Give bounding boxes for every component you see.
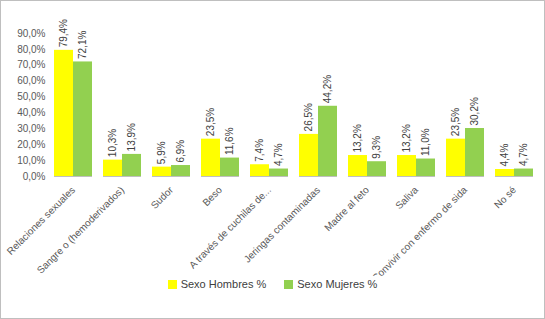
svg-text:44,2%: 44,2%	[322, 75, 333, 103]
svg-text:80,0%: 80,0%	[17, 44, 45, 55]
svg-text:60,0%: 60,0%	[17, 75, 45, 86]
svg-text:4,4%: 4,4%	[499, 144, 510, 167]
svg-text:Sangre o (hemoderivados): Sangre o (hemoderivados)	[35, 184, 127, 276]
svg-text:Saliva: Saliva	[393, 184, 420, 211]
svg-text:Jeringas contaminadas: Jeringas contaminadas	[242, 184, 322, 264]
svg-text:10,0%: 10,0%	[17, 155, 45, 166]
svg-text:4,7%: 4,7%	[518, 143, 529, 166]
svg-text:Sudor: Sudor	[149, 184, 176, 211]
svg-text:9,3%: 9,3%	[371, 136, 382, 159]
svg-text:30,2%: 30,2%	[469, 97, 480, 125]
svg-text:23,5%: 23,5%	[450, 108, 461, 136]
html-text:Sexo Mujeres %: Sexo Mujeres %	[297, 278, 378, 290]
svg-text:72,1%: 72,1%	[77, 30, 88, 58]
svg-text:30,0%: 30,0%	[17, 123, 45, 134]
svg-text:11,6%: 11,6%	[224, 127, 235, 155]
svg-text:11,0%: 11,0%	[420, 128, 431, 156]
svg-text:4,7%: 4,7%	[273, 143, 284, 166]
svg-text:13,9%: 13,9%	[126, 123, 137, 151]
svg-text:6,9%: 6,9%	[175, 140, 186, 163]
svg-text:Convivir con enfermo de sida: Convivir con enfermo de sida	[370, 184, 470, 276]
svg-text:23,5%: 23,5%	[205, 108, 216, 136]
svg-text:Beso: Beso	[200, 184, 224, 208]
svg-text:70,0%: 70,0%	[17, 59, 45, 70]
svg-text:50,0%: 50,0%	[17, 91, 45, 102]
svg-text:20,0%: 20,0%	[17, 139, 45, 150]
svg-text:13,2%: 13,2%	[352, 124, 363, 152]
svg-text:No sé: No sé	[492, 184, 519, 211]
svg-text:79,4%: 79,4%	[58, 19, 69, 47]
svg-text:10,3%: 10,3%	[107, 129, 118, 157]
svg-text:26,5%: 26,5%	[303, 103, 314, 131]
svg-text:90,0%: 90,0%	[17, 28, 45, 39]
html-text:Sexo Hombres %: Sexo Hombres %	[180, 278, 267, 290]
svg-text:A través de cuchilas de...: A través de cuchilas de...	[187, 184, 273, 270]
svg-text:Madre al feto: Madre al feto	[322, 184, 371, 233]
svg-text:13,2%: 13,2%	[401, 124, 412, 152]
svg-text:40,0%: 40,0%	[17, 107, 45, 118]
svg-text:0,0%: 0,0%	[23, 171, 46, 182]
svg-text:5,9%: 5,9%	[156, 141, 167, 164]
svg-text:7,4%: 7,4%	[254, 139, 265, 162]
svg-text:Relaciones sexuales: Relaciones sexuales	[4, 184, 78, 257]
